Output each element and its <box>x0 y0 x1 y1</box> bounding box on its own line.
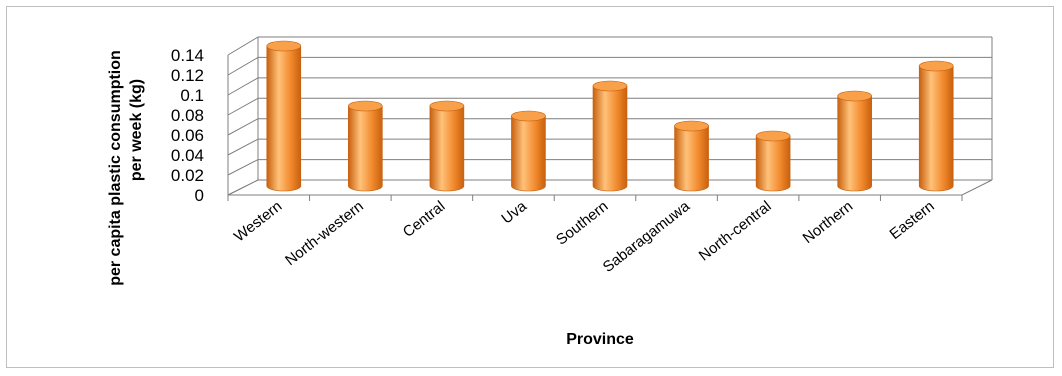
x-category-label: Sabaragamuwa <box>600 197 694 275</box>
bar <box>511 110 546 192</box>
bar <box>266 40 302 192</box>
bar <box>348 100 383 192</box>
bar-top <box>674 120 709 132</box>
bars <box>266 40 954 192</box>
bar-body <box>755 135 791 192</box>
bar-body <box>348 105 383 192</box>
gridline-side <box>227 36 259 56</box>
x-axis-title: Province <box>566 331 634 348</box>
bar-top <box>918 60 954 72</box>
y-tick-labels: 00.020.040.060.080.10.120.14 <box>171 46 204 205</box>
x-category-label: North-western <box>282 198 367 269</box>
x-category-label: Southern <box>553 198 611 249</box>
gridline-side <box>227 159 259 176</box>
x-category-label: Northern <box>800 198 856 247</box>
x-category-label: Eastern <box>886 198 937 243</box>
bar-body <box>918 65 954 192</box>
bar-body <box>429 105 465 192</box>
gridline-side <box>227 138 259 156</box>
x-category-label: Western <box>231 198 285 246</box>
y-tick-label: 0 <box>195 186 204 205</box>
bar <box>429 100 465 192</box>
bar-top <box>511 110 546 122</box>
bar <box>592 80 628 192</box>
x-category-label: Uva <box>498 197 530 227</box>
gridline-side <box>227 77 259 96</box>
bar-body <box>674 125 709 192</box>
bar-top <box>837 90 872 102</box>
bar-top <box>755 130 791 142</box>
gridline-side <box>227 56 259 76</box>
y-tick-label: 0.02 <box>171 166 204 185</box>
bar-body <box>837 95 872 192</box>
bar <box>918 60 954 192</box>
y-tick-label: 0.1 <box>180 86 204 105</box>
x-category-label: North-central <box>696 198 775 265</box>
bar-body <box>266 45 302 192</box>
bar-top <box>592 80 628 92</box>
bar-top <box>429 100 465 112</box>
gridline-side <box>227 118 259 136</box>
bar <box>755 130 791 192</box>
bar-top <box>348 100 383 112</box>
gridline-side <box>227 97 259 116</box>
x-category-label: Central <box>400 198 449 241</box>
y-tick-label: 0.12 <box>171 66 204 85</box>
bar-body <box>511 115 546 192</box>
bar-top <box>266 40 302 52</box>
y-axis-title-line2: per week (kg) <box>128 79 145 181</box>
y-tick-label: 0.08 <box>171 106 204 125</box>
bar <box>674 120 709 192</box>
bar-body <box>592 85 628 192</box>
y-tick-label: 0.14 <box>171 46 204 65</box>
y-tick-label: 0.06 <box>171 126 204 145</box>
bar <box>837 90 872 192</box>
y-axis-title-line1: per capita plastic consumption <box>107 50 124 286</box>
y-tick-label: 0.04 <box>171 146 204 165</box>
